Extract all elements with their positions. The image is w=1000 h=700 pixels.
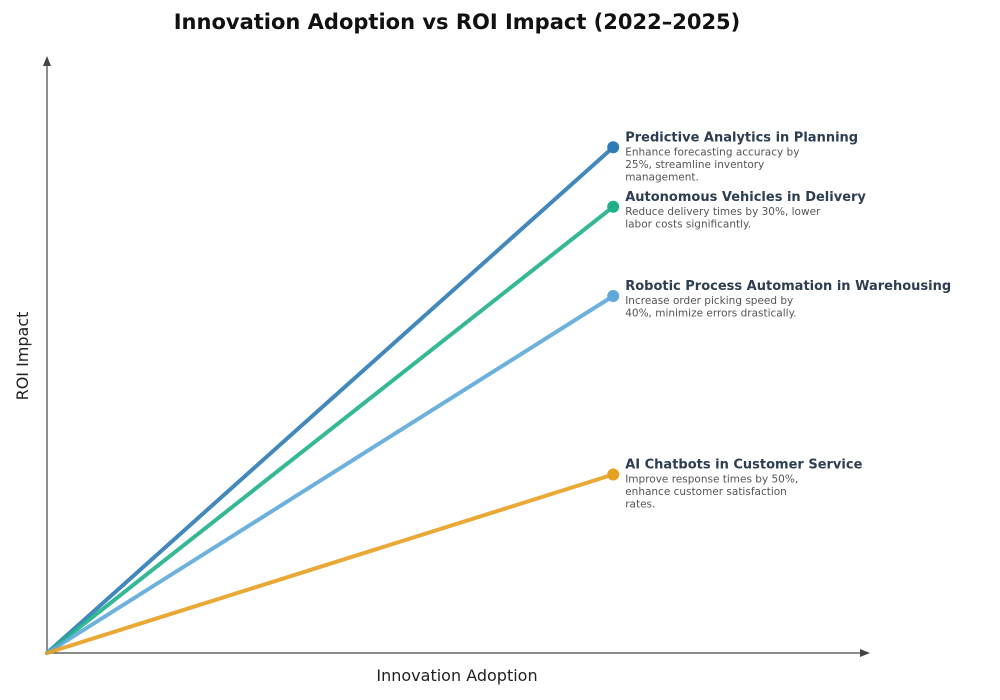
series-endpoint-3 bbox=[607, 468, 620, 481]
series-endpoint-1 bbox=[607, 200, 620, 213]
series-description-3-2: rates. bbox=[625, 499, 655, 511]
series-layer: Predictive Analytics in PlanningEnhance … bbox=[45, 130, 951, 655]
series-line-2 bbox=[45, 294, 616, 655]
series-line-3 bbox=[45, 472, 616, 655]
series-description-2-1: 40%, minimize errors drastically. bbox=[625, 308, 796, 320]
y-axis-label: ROI Impact bbox=[13, 312, 32, 401]
series-description-2-0: Increase order picking speed by bbox=[625, 295, 793, 307]
series-endpoint-2 bbox=[607, 290, 620, 302]
series-label-2: Robotic Process Automation in Warehousin… bbox=[625, 279, 951, 294]
series-description-0-2: management. bbox=[625, 171, 699, 183]
series-label-1: Autonomous Vehicles in Delivery bbox=[625, 190, 866, 205]
series-description-3-1: enhance customer satisfaction bbox=[625, 486, 787, 498]
series-description-1-1: labor costs significantly. bbox=[625, 218, 751, 230]
x-axis-label: Innovation Adoption bbox=[376, 666, 537, 685]
series-description-3-0: Improve response times by 50%, bbox=[625, 474, 798, 486]
series-description-1-0: Reduce delivery times by 30%, lower bbox=[625, 206, 821, 218]
series-description-0-1: 25%, streamline inventory bbox=[625, 159, 764, 171]
chart-title: Innovation Adoption vs ROI Impact (2022–… bbox=[173, 10, 741, 34]
series-label-3: AI Chatbots in Customer Service bbox=[625, 458, 862, 473]
series-description-0-0: Enhance forecasting accuracy by bbox=[625, 146, 799, 158]
series-endpoint-0 bbox=[607, 141, 620, 154]
series-line-1 bbox=[45, 204, 616, 655]
series-label-0: Predictive Analytics in Planning bbox=[625, 130, 858, 145]
series-line-0 bbox=[45, 145, 616, 655]
